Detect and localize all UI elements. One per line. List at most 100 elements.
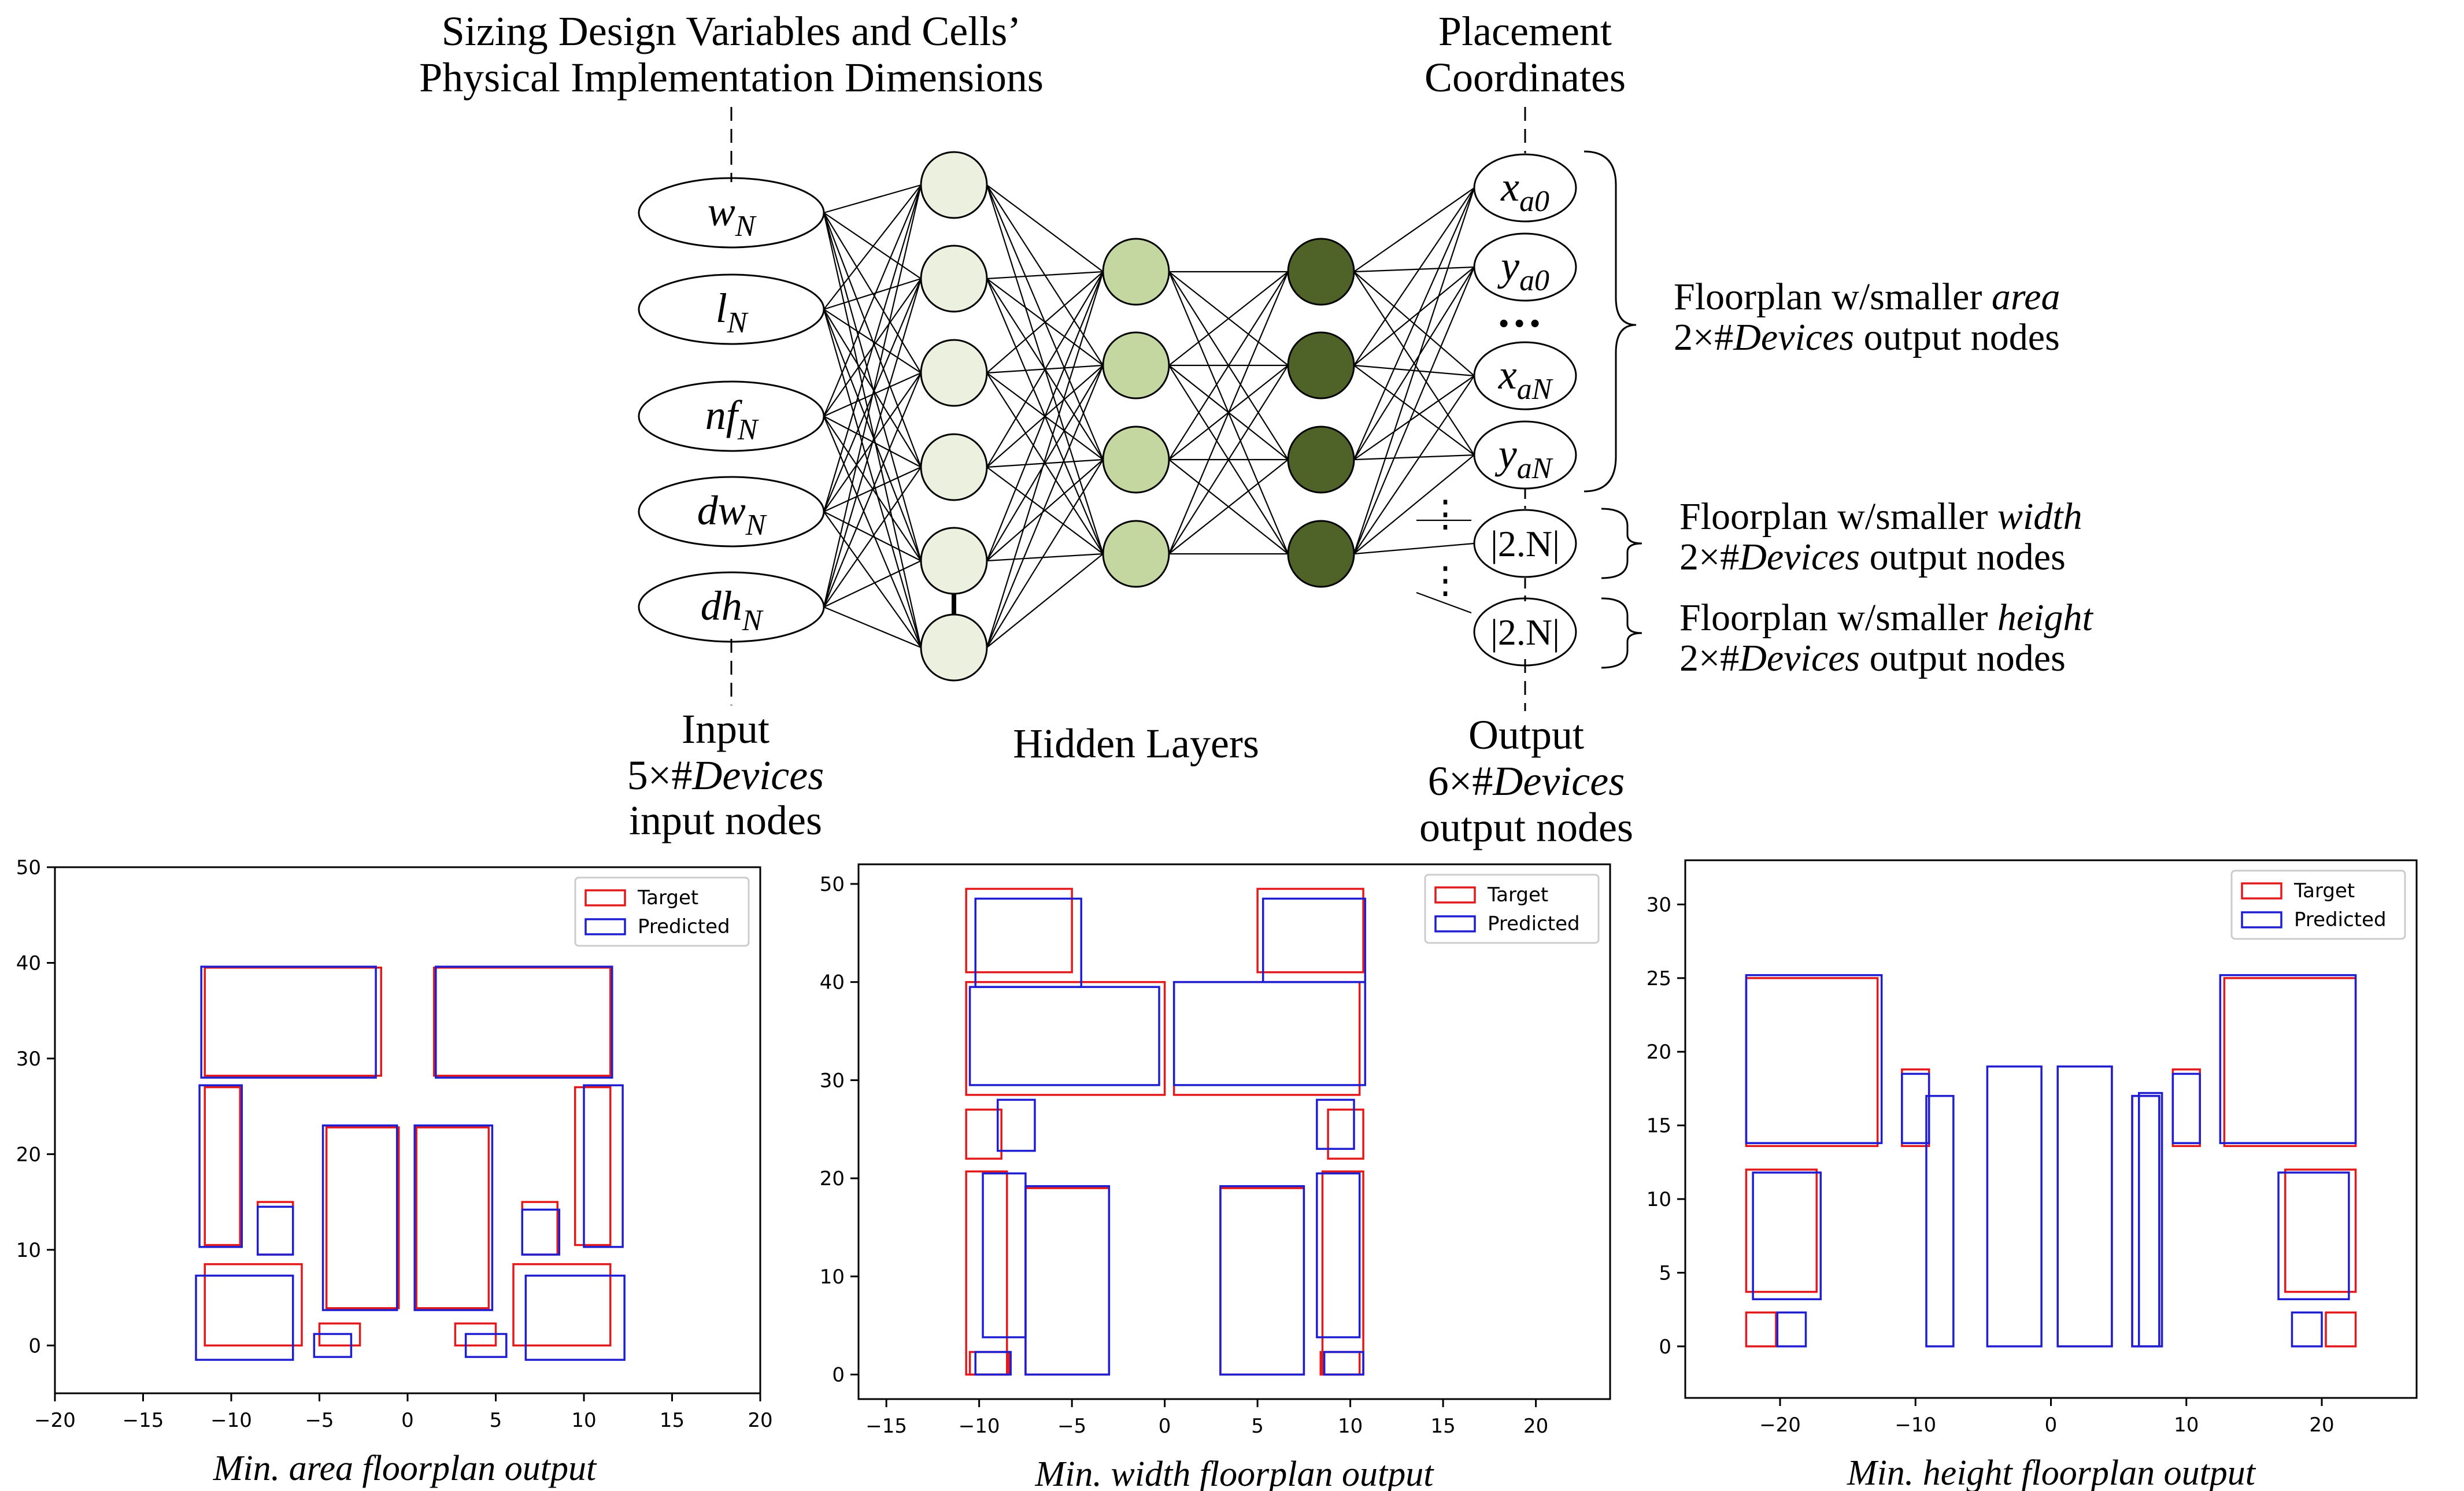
edge — [823, 309, 922, 373]
x-tick-label: −5 — [1057, 1415, 1086, 1438]
x-tick-label: −5 — [305, 1409, 334, 1432]
edge — [1353, 375, 1475, 460]
edge — [1353, 267, 1475, 554]
predicted-rect — [257, 1205, 294, 1256]
edge — [823, 184, 922, 214]
edge — [823, 212, 922, 373]
edge — [823, 184, 922, 512]
plot-1: −20 −15 −10 −5 0 5 10 15 20 0 10 20 30 40 50 Target Pred… — [16, 856, 773, 1488]
hidden3-node-3 — [1287, 520, 1355, 588]
edge — [986, 553, 1104, 648]
plot-legend — [574, 876, 750, 947]
predicted-rect — [583, 1084, 624, 1248]
edge — [823, 372, 922, 608]
predicted-rect — [521, 1208, 561, 1256]
edge — [1168, 459, 1289, 554]
target-rect — [574, 1086, 612, 1246]
target-rect — [1256, 887, 1364, 974]
hidden3-node-0 — [1287, 238, 1355, 306]
edge — [1353, 375, 1475, 554]
edge — [986, 459, 1104, 561]
x-tick-label: 15 — [660, 1409, 685, 1432]
predicted-rect — [524, 1274, 626, 1361]
target-rect — [512, 1263, 612, 1347]
edge — [823, 184, 922, 310]
hidden3-node-2 — [1287, 426, 1355, 494]
predicted-rect — [1316, 1098, 1355, 1150]
x-tick-label: 5 — [1251, 1415, 1264, 1438]
input-node-dw — [638, 476, 825, 547]
hidden-layers-caption: Hidden Layers — [1013, 720, 1259, 767]
predicted-rect — [2277, 1171, 2350, 1301]
plot-frame — [54, 866, 761, 1394]
target-rect — [204, 1263, 303, 1347]
x-tick-label: −10 — [959, 1415, 1000, 1438]
target-rect — [325, 1126, 400, 1309]
y-tick-label: 25 — [1647, 967, 1671, 990]
legend-label-predicted: Predicted — [638, 915, 730, 938]
predicted-rect — [2171, 1072, 2201, 1144]
output-node-label-0: xa0 — [1500, 164, 1549, 218]
x-tick-label: 15 — [1430, 1415, 1455, 1438]
neural-network-diagram: wN lN nfN dwN dhN xa0 ya0 xaN yaN |2.N| |2.N| Sizi… — [419, 8, 2093, 850]
legend-swatch-predicted — [1434, 915, 1476, 933]
predicted-rect — [198, 1084, 243, 1248]
input-header-line2: Physical Implementation Dimensions — [419, 54, 1044, 101]
legend-swatch-predicted — [584, 918, 626, 935]
edge — [1353, 187, 1475, 554]
input-node-nf — [638, 380, 825, 452]
predicted-rect — [1986, 1065, 2043, 1348]
y-tick-label: 0 — [28, 1334, 41, 1357]
x-tick-label: 0 — [1159, 1415, 1171, 1438]
edge — [823, 309, 922, 648]
y-tick-label: 40 — [820, 971, 845, 994]
x-tick-label: −20 — [1759, 1414, 1801, 1437]
edge — [1353, 454, 1475, 461]
input-caption-line2: 5×#Devices — [627, 752, 824, 798]
y-tick-label: 30 — [16, 1048, 41, 1071]
output-node-label-1: ya0 — [1497, 243, 1549, 297]
output-node-label-4: |2.N| — [1490, 523, 1560, 564]
y-tick-label: 40 — [16, 952, 41, 975]
hidden2-node-2 — [1102, 426, 1170, 494]
input-caption-line3: input nodes — [629, 797, 822, 843]
hidden1-node-1 — [920, 245, 988, 313]
x-tick-label: −10 — [210, 1409, 252, 1432]
input-caption-line1: Input — [682, 706, 769, 752]
predicted-rect — [200, 965, 377, 1079]
y-tick-label: 0 — [1659, 1335, 1671, 1359]
input-header-line1: Sizing Design Variables and Cells’ — [442, 8, 1022, 54]
target-rect — [1745, 1311, 1777, 1348]
edge — [1416, 591, 1472, 614]
x-tick-label: 10 — [2174, 1414, 2199, 1437]
y-tick-label: 50 — [820, 873, 845, 896]
area-group-brace — [1584, 150, 1637, 493]
plot-caption: Min. width floorplan output — [1035, 1455, 1435, 1491]
output-node-label-3: yaN — [1494, 431, 1553, 485]
target-rect — [965, 981, 1166, 1096]
edge — [986, 271, 1104, 648]
plot-legend — [2230, 870, 2406, 940]
hidden1-node-4 — [920, 527, 988, 595]
predicted-rect — [968, 986, 1160, 1086]
edge — [823, 212, 922, 648]
hidden2-node-0 — [1102, 238, 1170, 306]
output-ellipsis-horizontal: … — [1496, 286, 1542, 337]
y-tick-label: 20 — [820, 1167, 845, 1190]
hidden3-node-1 — [1287, 331, 1355, 399]
legend-label-target: Target — [2293, 879, 2355, 902]
y-tick-label: 10 — [1647, 1188, 1671, 1211]
edge — [823, 184, 922, 417]
height-group-count: 2×#Devices output nodes — [1679, 637, 2066, 679]
area-group-count: 2×#Devices output nodes — [1674, 316, 2060, 358]
y-tick-label: 15 — [1647, 1115, 1671, 1138]
predicted-rect — [2056, 1065, 2113, 1348]
plot-caption: Min. area floorplan output — [213, 1449, 597, 1488]
x-tick-label: 0 — [401, 1409, 414, 1432]
input-node-label-nf: nfN — [705, 392, 759, 446]
output-node-1 — [1473, 232, 1577, 302]
edge — [1353, 542, 1475, 555]
edge — [1353, 267, 1475, 366]
predicted-rect — [974, 1351, 1012, 1376]
